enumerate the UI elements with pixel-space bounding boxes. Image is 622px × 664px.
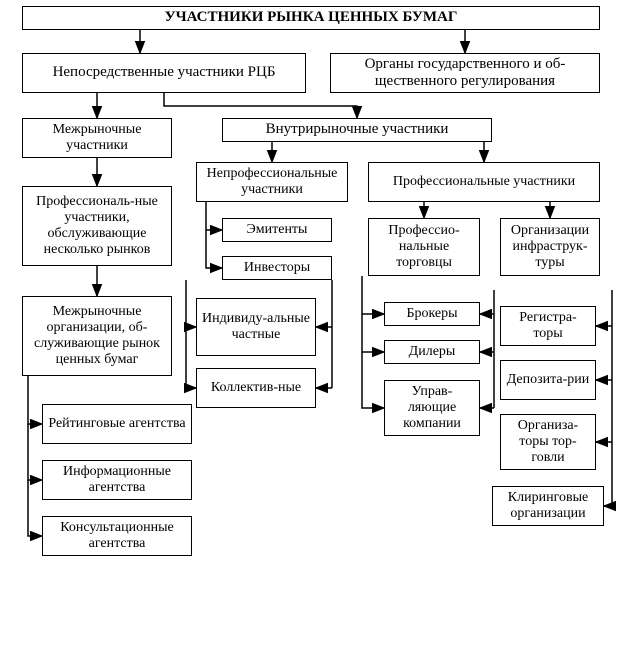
node-collect: Коллектив-ные [196,368,316,408]
node-consult: Консультационные агентства [42,516,192,556]
node-gov: Органы государственного и об-щественного… [330,53,600,93]
edge [186,280,196,327]
edge [362,314,384,352]
edge [28,424,42,480]
node-dealers: Дилеры [384,340,480,364]
node-inter: Межрыночные участники [22,118,172,158]
edge [28,480,42,536]
node-prof_multi: Профессиональ-ные участники, обслуживающ… [22,186,172,266]
node-brokers: Брокеры [384,302,480,326]
node-indiv: Индивиду-альные частные [196,298,316,356]
node-emitters: Эмитенты [222,218,332,242]
node-root: УЧАСТНИКИ РЫНКА ЦЕННЫХ БУМАГ [22,6,600,30]
node-infra: Организации инфраструк-туры [500,218,600,276]
node-prof: Профессиональные участники [368,162,600,202]
edge [206,230,222,268]
node-depos: Депозита-рии [500,360,596,400]
node-clearing: Клиринговые организации [492,486,604,526]
edge [28,376,42,424]
node-managers: Управ-ляющие компании [384,380,480,436]
node-nonprof: Непрофессиональные участники [196,162,348,202]
edge [206,202,222,230]
node-prof_trade: Профессио-нальные торговцы [368,218,480,276]
node-direct: Непосредственные участники РЦБ [22,53,306,93]
flowchart-canvas: УЧАСТНИКИ РЫНКА ЦЕННЫХ БУМАГ Непосредстве… [0,0,622,664]
node-torgorg: Организа-торы тор-говли [500,414,596,470]
edge [164,93,357,118]
node-rating: Рейтинговые агентства [42,404,192,444]
node-registrars: Регистра-торы [500,306,596,346]
node-intra: Внутрирыночные участники [222,118,492,142]
edge [186,327,196,388]
edge [362,276,384,314]
edge [362,352,384,408]
node-info: Информационные агентства [42,460,192,500]
node-investors: Инвесторы [222,256,332,280]
node-inter_orgs: Межрыночные организации, об-служивающие … [22,296,172,376]
